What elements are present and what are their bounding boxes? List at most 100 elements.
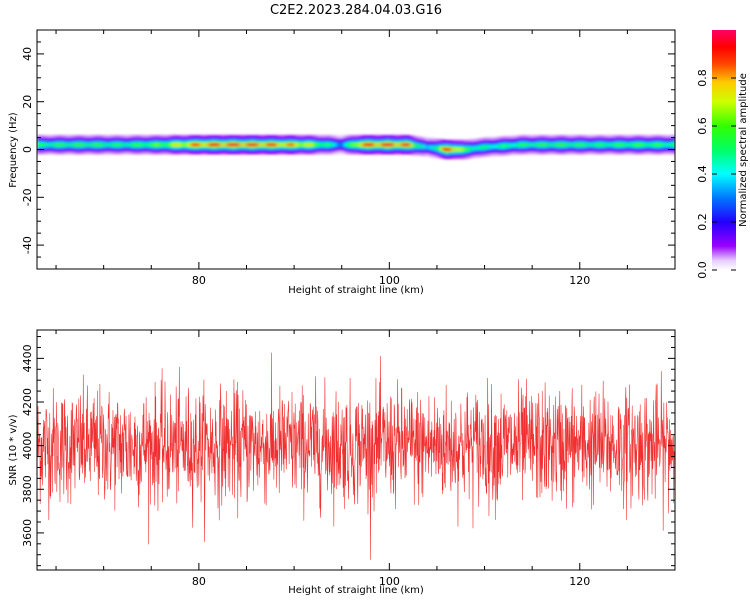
spectrogram-cell: [381, 143, 385, 147]
spectrogram-cell: [48, 143, 52, 147]
spectrogram-cell: [627, 143, 630, 147]
spectrogram-cell: [543, 143, 547, 147]
spectrogram-cell: [354, 143, 357, 147]
spectrogram-cell: [369, 143, 373, 147]
spectrogram-cell: [453, 147, 457, 152]
spectrogram-cell: [621, 143, 624, 147]
spectrogram-cell: [220, 143, 224, 147]
spectrogram-cell: [645, 143, 648, 147]
spectrogram-cell: [401, 143, 405, 147]
snr-y-axis-label: SNR (10 * v/v): [8, 414, 19, 485]
spectrogram-cell: [174, 143, 178, 147]
spectrogram-cell: [395, 143, 399, 147]
spectrogram-cell: [272, 143, 275, 147]
spectrogram-cell: [322, 143, 325, 147]
spectrogram-cell: [256, 143, 259, 147]
spectrogram-cell: [417, 144, 421, 148]
spectrogram-cell: [445, 147, 449, 152]
spectrogram-y-tick-label: -40: [21, 236, 34, 254]
spectrogram-cell: [523, 143, 527, 147]
spectrogram-cell: [44, 143, 48, 147]
spectrogram-cell: [90, 143, 94, 147]
spectrogram-cell: [302, 143, 305, 147]
spectrogram-cell: [37, 143, 40, 147]
spectrogram-cell: [529, 143, 533, 147]
spectrogram-cell: [158, 143, 162, 147]
spectrogram-cell: [461, 147, 465, 152]
spectrogram-cell: [210, 143, 214, 147]
spectrogram-cell: [373, 143, 377, 147]
snr-y-tick-label: 4200: [21, 388, 34, 416]
spectrogram-cell: [144, 143, 148, 147]
spectrogram-x-tick-label: 120: [569, 274, 590, 287]
spectrogram-cell: [258, 143, 261, 147]
spectrogram-cell: [84, 143, 88, 147]
spectrogram-cell: [328, 143, 331, 147]
spectrogram-cell: [427, 145, 431, 149]
spectrogram-cell: [489, 145, 493, 149]
spectrogram-cell: [136, 143, 140, 147]
spectrogram-cell: [102, 143, 106, 147]
spectrogram-cell: [511, 143, 515, 148]
spectrogram-cell: [338, 143, 341, 147]
spectrogram-cell: [383, 143, 387, 147]
spectrogram-x-tick-label: 80: [192, 274, 206, 287]
spectrogram-cell: [637, 143, 640, 147]
spectrogram-cell: [541, 143, 545, 147]
spectrogram-cell: [184, 143, 188, 147]
spectrogram-cell: [50, 143, 54, 147]
spectrogram-cell: [356, 143, 359, 147]
spectrogram-cell: [146, 143, 150, 147]
spectrogram-cell: [260, 143, 263, 147]
snr-x-axis-label: Height of straight line (km): [288, 585, 424, 596]
spectrogram-cell: [38, 143, 42, 147]
snr-panel: 80 100 120 3600 3800 4000 4200 4400 Height of s…: [8, 329, 676, 596]
spectrogram-cell: [204, 143, 208, 147]
spectrogram-cell: [367, 143, 371, 147]
spectrogram-cell: [385, 143, 389, 147]
spectrogram-cell: [94, 143, 98, 147]
spectrogram-cell: [601, 143, 604, 147]
spectrogram-cell: [547, 143, 550, 147]
spectrogram-cell: [340, 143, 343, 147]
spectrogram-cell: [132, 143, 136, 147]
spectrogram-cell: [371, 143, 375, 147]
spectrogram-cell: [415, 144, 419, 148]
spectrogram-cell: [202, 143, 206, 147]
spectrogram-cell: [74, 143, 78, 147]
spectrogram-cell: [194, 143, 198, 147]
spectrogram-cell: [104, 143, 108, 147]
spectrogram-cell: [573, 143, 576, 147]
spectrogram-cell: [308, 143, 311, 147]
spectrogram-cell: [469, 147, 473, 151]
spectrogram-cell: [405, 143, 409, 147]
snr-y-tick-label: 3800: [21, 475, 34, 503]
spectrogram-cell: [545, 143, 548, 147]
spectrogram-cell: [296, 143, 299, 147]
spectrogram-cell: [647, 143, 650, 147]
spectrogram-cell: [350, 143, 353, 147]
spectrogram-cell: [651, 143, 654, 147]
spectrogram-cell: [595, 143, 598, 147]
spectrogram-cell: [411, 143, 415, 147]
spectrogram-cell: [292, 143, 295, 147]
spectrogram-cell: [443, 147, 447, 151]
spectrogram-cell: [633, 143, 636, 147]
spectrogram-cell: [635, 143, 638, 147]
spectrogram-cell: [226, 143, 229, 147]
spectrogram-cell: [122, 143, 126, 147]
spectrogram-cell: [342, 143, 345, 147]
spectrogram-cell: [455, 147, 459, 152]
spectrogram-cell: [389, 143, 393, 147]
spectrogram-cell: [557, 143, 560, 147]
spectrogram-cell: [625, 143, 628, 147]
spectrogram-cell: [497, 144, 501, 148]
spectrogram-cell: [571, 143, 574, 147]
spectrogram-cell: [224, 143, 228, 147]
spectrogram-cell: [393, 143, 397, 147]
spectrogram-cell: [451, 147, 455, 152]
spectrogram-cell: [166, 143, 170, 147]
spectrogram-cell: [128, 143, 132, 147]
spectrogram-cell: [88, 143, 92, 147]
